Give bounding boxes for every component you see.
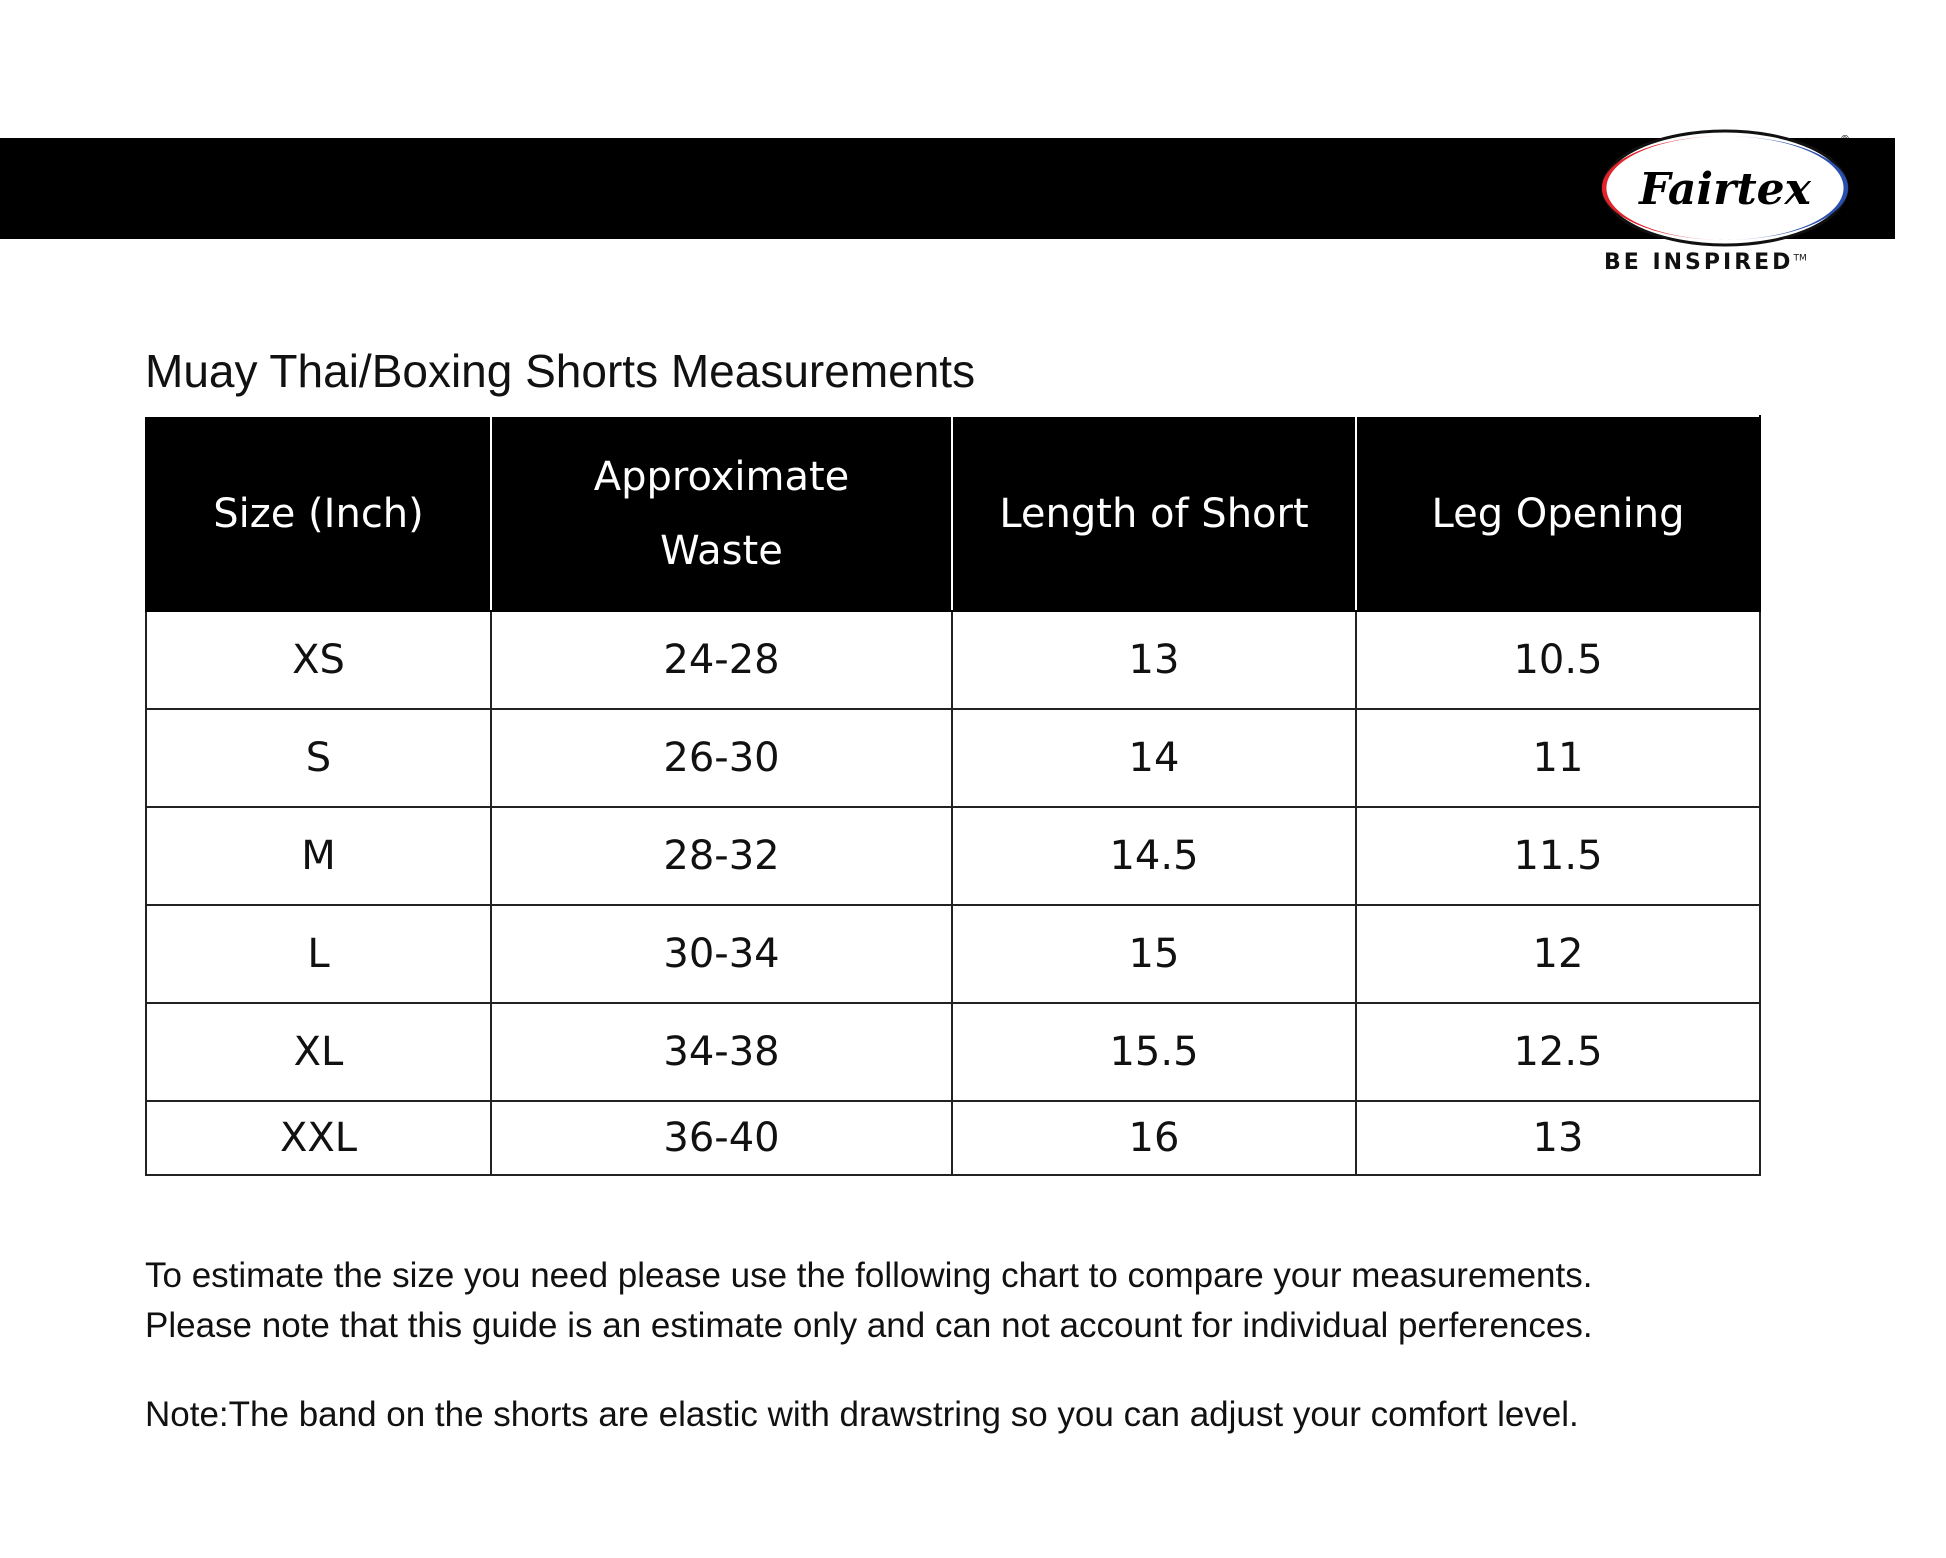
cell-leg-opening: 11.5 — [1355, 806, 1761, 906]
table-row: M 28-32 14.5 11.5 — [145, 806, 1761, 906]
header-band — [0, 138, 1895, 239]
cell-waist: 28-32 — [490, 806, 953, 906]
cell-waist: 26-30 — [490, 708, 953, 808]
cell-size: M — [145, 806, 492, 906]
cell-size: XXL — [145, 1100, 492, 1176]
cell-length: 14.5 — [951, 806, 1357, 906]
cell-length: 15 — [951, 904, 1357, 1004]
fairtex-logo: Fairtex ® — [1600, 128, 1850, 278]
brand-wordmark: Fairtex — [1637, 164, 1812, 215]
table-row: XL 34-38 15.5 12.5 — [145, 1002, 1761, 1102]
table-row: S 26-30 14 11 — [145, 708, 1761, 808]
cell-length: 13 — [951, 610, 1357, 710]
cell-leg-opening: 12.5 — [1355, 1002, 1761, 1102]
table-row: L 30-34 15 12 — [145, 904, 1761, 1004]
page-title: Muay Thai/Boxing Shorts Measurements — [145, 345, 976, 397]
header-length: Length of Short — [951, 415, 1357, 612]
cell-leg-opening: 10.5 — [1355, 610, 1761, 710]
cell-waist: 36-40 — [490, 1100, 953, 1176]
cell-length: 14 — [951, 708, 1357, 808]
cell-length: 15.5 — [951, 1002, 1357, 1102]
table-row: XS 24-28 13 10.5 — [145, 610, 1761, 710]
header-waist: Approximate Waste — [490, 415, 953, 612]
cell-size: XS — [145, 610, 492, 710]
cell-leg-opening: 13 — [1355, 1100, 1761, 1176]
size-table: Size (Inch) Approximate Waste Length of … — [145, 415, 1761, 1176]
cell-size: S — [145, 708, 492, 808]
cell-waist: 30-34 — [490, 904, 953, 1004]
note-elastic-band: Note:The band on the shorts are elastic … — [145, 1395, 1579, 1434]
cell-waist: 24-28 — [490, 610, 953, 710]
note-disclaimer: Please note that this guide is an estima… — [145, 1306, 1593, 1345]
header-leg-opening: Leg Opening — [1355, 415, 1761, 612]
cell-length: 16 — [951, 1100, 1357, 1176]
cell-size: L — [145, 904, 492, 1004]
table-row: XXL 36-40 16 13 — [145, 1100, 1761, 1176]
note-estimate: To estimate the size you need please use… — [145, 1256, 1593, 1295]
cell-size: XL — [145, 1002, 492, 1102]
table-header-row: Size (Inch) Approximate Waste Length of … — [145, 415, 1761, 612]
svg-text:®: ® — [1840, 134, 1850, 145]
cell-leg-opening: 11 — [1355, 708, 1761, 808]
cell-leg-opening: 12 — [1355, 904, 1761, 1004]
header-size: Size (Inch) — [145, 415, 492, 612]
cell-waist: 34-38 — [490, 1002, 953, 1102]
tagline: BE INSPIREDTM — [1604, 250, 1807, 275]
